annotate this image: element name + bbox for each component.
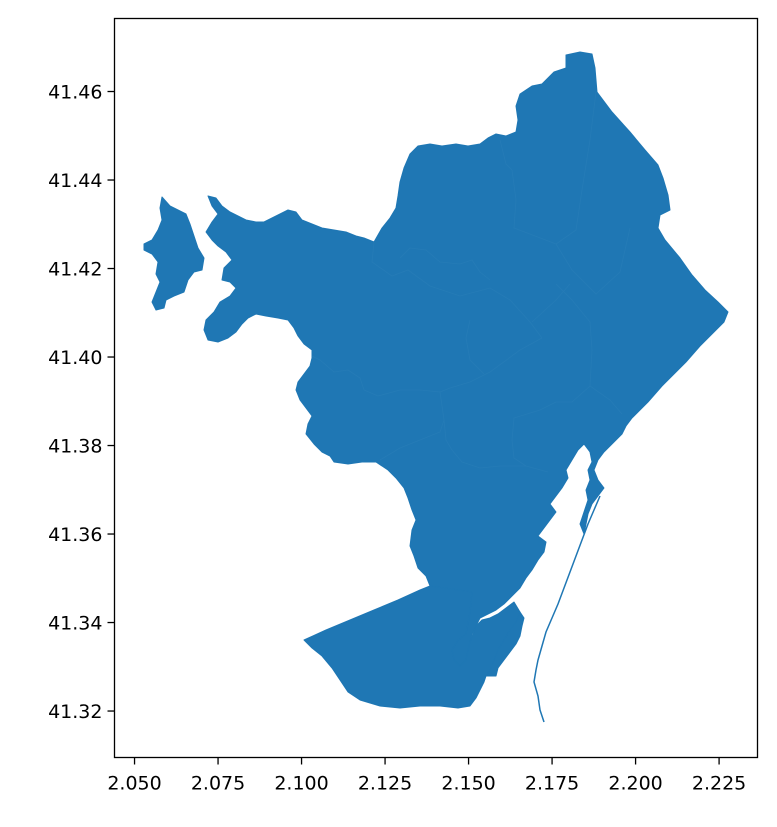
x-tick-label: 2.225 — [692, 773, 746, 795]
map-layer — [143, 51, 729, 723]
y-tick-label: 41.42 — [48, 259, 102, 281]
y-tick-label: 41.46 — [48, 82, 102, 104]
x-tick-label: 2.150 — [441, 773, 495, 795]
x-tick-label: 2.050 — [107, 773, 161, 795]
district-polygons — [203, 51, 729, 667]
western-enclave — [143, 196, 205, 311]
district-boundaries — [311, 91, 631, 473]
y-tick-label: 41.40 — [48, 347, 102, 369]
y-axis: 41.32 41.34 41.36 41.38 41.40 41.42 41.44 41.46 — [48, 82, 115, 723]
breakwater — [533, 495, 601, 723]
x-tick-label: 2.075 — [191, 773, 245, 795]
y-tick-label: 41.38 — [48, 436, 102, 458]
x-tick-label: 2.100 — [274, 773, 328, 795]
axes-frame — [113, 17, 759, 759]
x-tick-label: 2.200 — [608, 773, 662, 795]
x-tick-label: 2.125 — [358, 773, 412, 795]
y-tick-label: 41.34 — [48, 613, 102, 635]
y-tick-label: 41.36 — [48, 524, 102, 546]
x-tick-label: 2.175 — [525, 773, 579, 795]
y-tick-label: 41.44 — [48, 170, 102, 192]
south-zone — [303, 585, 521, 709]
y-tick-label: 41.32 — [48, 701, 102, 723]
x-axis: 2.050 2.075 2.100 2.125 2.150 2.175 2.200 2.225 — [107, 757, 746, 795]
